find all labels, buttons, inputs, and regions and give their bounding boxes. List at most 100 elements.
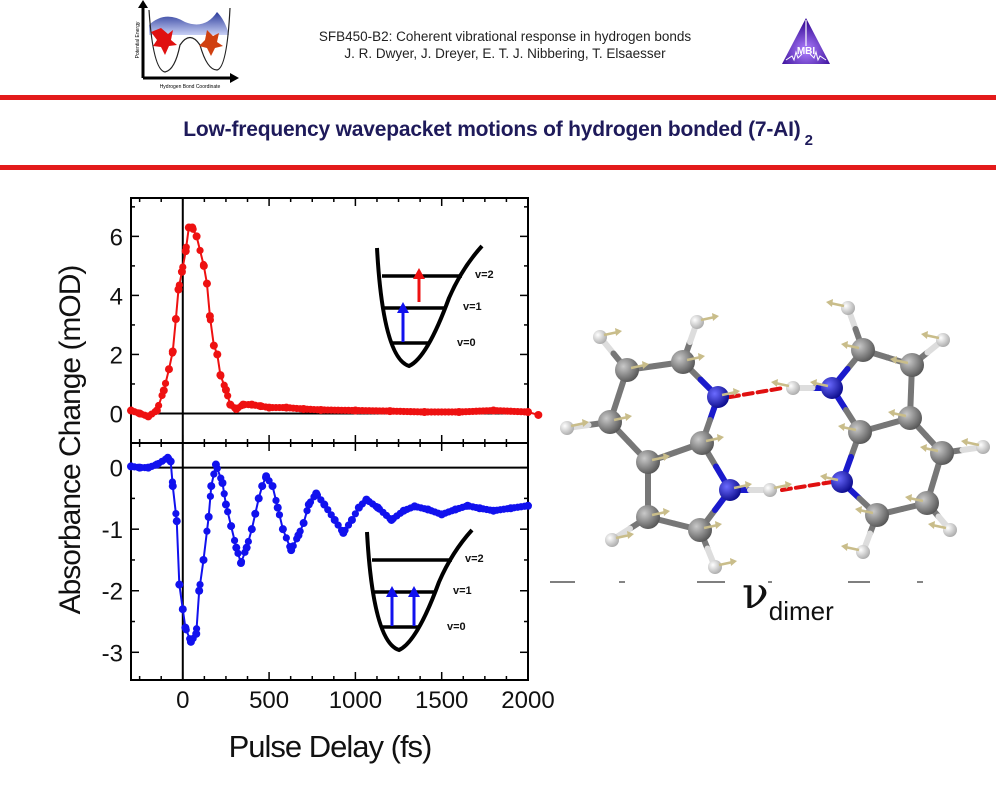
data-point: [410, 502, 419, 511]
data-point: [221, 385, 230, 394]
data-point: [489, 506, 498, 515]
level-label-v1: v=1: [463, 301, 482, 313]
displacement-arrow-head: [841, 543, 848, 551]
data-point: [207, 482, 216, 491]
y-tick-label: 0: [110, 456, 123, 483]
displacement-arrow-head: [820, 473, 827, 481]
data-point: [475, 504, 484, 513]
data-point: [254, 494, 263, 503]
data-point: [218, 479, 227, 488]
atom-c11: [848, 420, 872, 444]
data-point: [178, 605, 187, 614]
y-axis-label: Absorbance Change (mOD): [54, 266, 87, 615]
arrow-head: [386, 586, 398, 597]
displacement-arrow-head: [841, 341, 848, 349]
data-point: [316, 405, 325, 414]
displacement-arrow-head: [928, 521, 935, 529]
data-point: [127, 462, 135, 471]
data-point: [230, 536, 239, 545]
data-point: [273, 503, 282, 512]
data-point: [303, 507, 311, 515]
slide-title-subscript: 2: [804, 132, 813, 149]
x-tick-label: 2000: [501, 687, 554, 714]
data-point: [209, 341, 218, 350]
data-point: [256, 402, 265, 411]
displacement-arrow-head: [921, 331, 928, 339]
data-point: [220, 490, 228, 498]
data-point: [454, 408, 463, 417]
atom-c10: [898, 406, 922, 430]
data-point: [524, 501, 532, 510]
displacement-arrow-head: [826, 299, 833, 307]
divider-bottom: [0, 165, 996, 170]
data-point: [199, 261, 208, 270]
atom-c6: [636, 505, 660, 529]
data-point: [339, 528, 348, 537]
displacement-arrow-head: [961, 438, 968, 446]
displacement-arrow-head: [663, 508, 670, 516]
data-point: [205, 312, 214, 321]
data-point: [216, 371, 225, 380]
logo-x-label: Hydrogen Bond Coordinate: [160, 84, 221, 90]
atom-c2: [615, 358, 639, 382]
atom-n2: [719, 479, 741, 501]
data-point: [174, 285, 183, 294]
atom-h5: [605, 533, 619, 547]
data-point: [354, 503, 363, 512]
data-point: [172, 509, 180, 518]
data-point: [489, 406, 498, 415]
y-tick-label: -3: [102, 640, 123, 667]
project-title: SFB450-B2: Coherent vibrational response…: [318, 29, 692, 44]
data-point: [282, 534, 290, 542]
atom-n4: [831, 471, 853, 493]
arrow-head: [397, 302, 409, 313]
data-point: [451, 505, 460, 514]
data-point: [181, 623, 190, 632]
data-point: [282, 403, 291, 412]
displacement-arrow-head: [920, 444, 927, 452]
dimer-mode-label: νdimer: [742, 568, 834, 627]
data-point: [242, 543, 251, 552]
atom-c4: [690, 431, 714, 455]
7-azaindole-dimer-molecule: [550, 299, 990, 583]
arrow-head: [413, 268, 425, 279]
displacement-arrow-head: [698, 353, 705, 361]
x-tick-label: 500: [249, 687, 289, 714]
data-point: [127, 406, 135, 415]
atom-h2: [593, 330, 607, 344]
data-point: [373, 503, 382, 512]
plot-frame-top: [130, 197, 529, 444]
atom-h1: [690, 315, 704, 329]
data-point: [226, 400, 235, 409]
data-point: [534, 410, 543, 419]
displacement-arrow-head: [715, 521, 722, 529]
data-point: [159, 386, 168, 395]
data-point: [399, 506, 408, 515]
data-point: [275, 511, 284, 519]
data-point: [262, 472, 271, 481]
data-point: [463, 501, 472, 510]
displacement-arrow-head: [890, 356, 897, 364]
data-point: [294, 531, 303, 540]
data-point: [224, 508, 232, 516]
data-point: [206, 492, 214, 500]
atom-c13: [865, 503, 889, 527]
data-point: [152, 460, 161, 469]
y-tick-label: 0: [110, 401, 123, 428]
nu-subscript: dimer: [768, 596, 834, 626]
displacement-arrow-head: [810, 379, 817, 387]
displacement-arrow-head: [905, 494, 912, 502]
absorbance-chart: 0 2 4 6 0 -1 -2 -3 0 500 1000 1500 2000 Pulse Delay (…: [54, 197, 555, 764]
atom-c8: [851, 338, 875, 362]
atom-h11: [943, 523, 957, 537]
displacement-arrow-head: [771, 379, 778, 387]
energy-level-inset-bottom: v=2 v=1 v=0: [365, 528, 484, 653]
atom-h3: [560, 421, 574, 435]
displacement-arrow-head: [855, 506, 862, 514]
atom-c14: [915, 491, 939, 515]
data-point: [304, 500, 313, 509]
hydrogen-bond: [780, 480, 834, 492]
mbi-logo: MBI: [782, 18, 830, 64]
y-tick-label: 4: [110, 283, 123, 310]
y-tick-label: -1: [102, 517, 123, 544]
